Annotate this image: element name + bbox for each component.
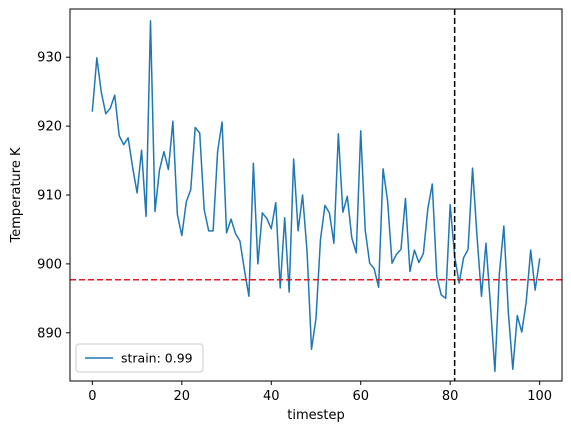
x-tick-label: 100	[527, 389, 552, 404]
y-tick-label: 920	[37, 120, 62, 135]
y-tick-label: 900	[37, 257, 62, 272]
x-axis-label: timestep	[287, 408, 345, 423]
y-tick-label: 910	[37, 189, 62, 204]
y-axis-label: Temperature K	[9, 147, 24, 243]
x-tick-label: 80	[442, 389, 459, 404]
x-tick-label: 0	[88, 389, 96, 404]
plot-area	[70, 9, 562, 381]
y-tick-label: 930	[37, 51, 62, 66]
legend: strain: 0.99	[75, 343, 204, 373]
legend-label: strain: 0.99	[121, 351, 193, 366]
y-tick-label: 890	[37, 326, 62, 341]
x-tick-label: 60	[352, 389, 369, 404]
axes-frame	[69, 8, 563, 382]
x-tick-label: 20	[174, 389, 191, 404]
legend-box	[75, 343, 204, 373]
series-line-0	[91, 19, 541, 373]
x-tick-label: 40	[263, 389, 280, 404]
axes: 0 20 40 60 80 100 890 900 910 920 930	[37, 8, 563, 404]
